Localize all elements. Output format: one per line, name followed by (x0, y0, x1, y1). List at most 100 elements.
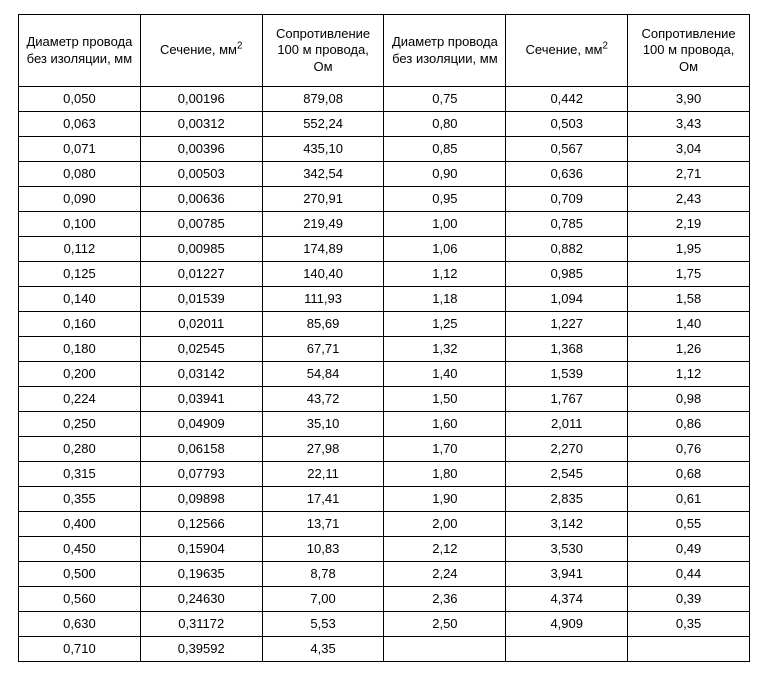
table-cell (628, 637, 750, 662)
table-cell: 0,567 (506, 137, 628, 162)
table-cell: 2,24 (384, 562, 506, 587)
table-cell: 0,31172 (140, 612, 262, 637)
table-row: 0,5600,246307,002,364,3740,39 (19, 587, 750, 612)
table-cell: 0,985 (506, 262, 628, 287)
column-header-2: Сопротивление 100 м провода, Ом (262, 15, 384, 87)
table-cell: 1,00 (384, 212, 506, 237)
table-cell: 0,00636 (140, 187, 262, 212)
table-cell (506, 637, 628, 662)
table-cell: 0,00785 (140, 212, 262, 237)
table-cell: 0,636 (506, 162, 628, 187)
table-cell: 0,050 (19, 87, 141, 112)
wire-parameters-table: Диаметр провода без изоляции, ммСечение,… (18, 14, 750, 662)
table-row: 0,6300,311725,532,504,9090,35 (19, 612, 750, 637)
table-header-row: Диаметр провода без изоляции, ммСечение,… (19, 15, 750, 87)
table-cell: 0,090 (19, 187, 141, 212)
table-cell: 1,227 (506, 312, 628, 337)
table-head: Диаметр провода без изоляции, ммСечение,… (19, 15, 750, 87)
table-row: 0,1000,00785219,491,000,7852,19 (19, 212, 750, 237)
table-row: 0,0800,00503342,540,900,6362,71 (19, 162, 750, 187)
table-cell: 43,72 (262, 387, 384, 412)
table-cell: 1,40 (384, 362, 506, 387)
table-cell: 0,39 (628, 587, 750, 612)
table-cell: 0,710 (19, 637, 141, 662)
column-header-0: Диаметр провода без изоляции, мм (19, 15, 141, 87)
column-header-1: Сечение, мм2 (140, 15, 262, 87)
table-cell: 2,50 (384, 612, 506, 637)
table-cell: 0,630 (19, 612, 141, 637)
table-cell: 4,909 (506, 612, 628, 637)
table-row: 0,2240,0394143,721,501,7670,98 (19, 387, 750, 412)
table-cell: 342,54 (262, 162, 384, 187)
table-cell: 111,93 (262, 287, 384, 312)
table-cell: 1,767 (506, 387, 628, 412)
table-cell: 3,941 (506, 562, 628, 587)
table-cell: 0,400 (19, 512, 141, 537)
table-row: 0,2500,0490935,101,602,0110,86 (19, 412, 750, 437)
table-cell: 0,02545 (140, 337, 262, 362)
table-row: 0,2800,0615827,981,702,2700,76 (19, 437, 750, 462)
table-cell: 5,53 (262, 612, 384, 637)
table-cell: 0,503 (506, 112, 628, 137)
table-cell: 0,85 (384, 137, 506, 162)
table-cell: 0,55 (628, 512, 750, 537)
table-cell: 0,160 (19, 312, 141, 337)
table-cell: 10,83 (262, 537, 384, 562)
table-cell: 1,90 (384, 487, 506, 512)
table-cell: 0,15904 (140, 537, 262, 562)
table-cell: 552,24 (262, 112, 384, 137)
table-cell: 1,26 (628, 337, 750, 362)
table-cell: 4,374 (506, 587, 628, 612)
table-cell: 2,43 (628, 187, 750, 212)
table-cell: 1,25 (384, 312, 506, 337)
table-cell: 0,35 (628, 612, 750, 637)
table-cell: 0,785 (506, 212, 628, 237)
table-row: 0,5000,196358,782,243,9410,44 (19, 562, 750, 587)
table-cell: 0,98 (628, 387, 750, 412)
table-cell: 3,530 (506, 537, 628, 562)
table-cell: 0,03142 (140, 362, 262, 387)
table-cell: 0,90 (384, 162, 506, 187)
table-cell: 0,44 (628, 562, 750, 587)
table-cell: 0,07793 (140, 462, 262, 487)
table-cell: 2,835 (506, 487, 628, 512)
table-cell: 1,18 (384, 287, 506, 312)
table-cell: 0,02011 (140, 312, 262, 337)
table-cell: 7,00 (262, 587, 384, 612)
table-cell: 1,12 (628, 362, 750, 387)
table-row: 0,1120,00985174,891,060,8821,95 (19, 237, 750, 262)
table-cell: 3,43 (628, 112, 750, 137)
table-cell: 0,01539 (140, 287, 262, 312)
table-cell: 0,61 (628, 487, 750, 512)
table-cell: 270,91 (262, 187, 384, 212)
table-row: 0,0630,00312552,240,800,5033,43 (19, 112, 750, 137)
table-cell: 0,00396 (140, 137, 262, 162)
table-cell: 0,00503 (140, 162, 262, 187)
table-cell: 0,24630 (140, 587, 262, 612)
table-cell: 0,560 (19, 587, 141, 612)
table-cell: 0,125 (19, 262, 141, 287)
table-cell: 0,442 (506, 87, 628, 112)
table-row: 0,3150,0779322,111,802,5450,68 (19, 462, 750, 487)
table-cell: 0,39592 (140, 637, 262, 662)
table-cell: 174,89 (262, 237, 384, 262)
table-cell: 0,180 (19, 337, 141, 362)
table-cell: 0,75 (384, 87, 506, 112)
table-row: 0,4000,1256613,712,003,1420,55 (19, 512, 750, 537)
table-cell: 35,10 (262, 412, 384, 437)
table-cell: 0,100 (19, 212, 141, 237)
table-row: 0,2000,0314254,841,401,5391,12 (19, 362, 750, 387)
table-cell: 0,06158 (140, 437, 262, 462)
table-cell: 0,250 (19, 412, 141, 437)
table-cell: 27,98 (262, 437, 384, 462)
table-cell: 2,00 (384, 512, 506, 537)
column-header-4: Сечение, мм2 (506, 15, 628, 87)
table-cell: 8,78 (262, 562, 384, 587)
table-cell: 85,69 (262, 312, 384, 337)
column-header-5: Сопротивление 100 м провода, Ом (628, 15, 750, 87)
table-body: 0,0500,00196879,080,750,4423,900,0630,00… (19, 87, 750, 662)
table-cell: 0,00985 (140, 237, 262, 262)
table-cell: 0,080 (19, 162, 141, 187)
table-cell: 1,70 (384, 437, 506, 462)
table-cell: 879,08 (262, 87, 384, 112)
